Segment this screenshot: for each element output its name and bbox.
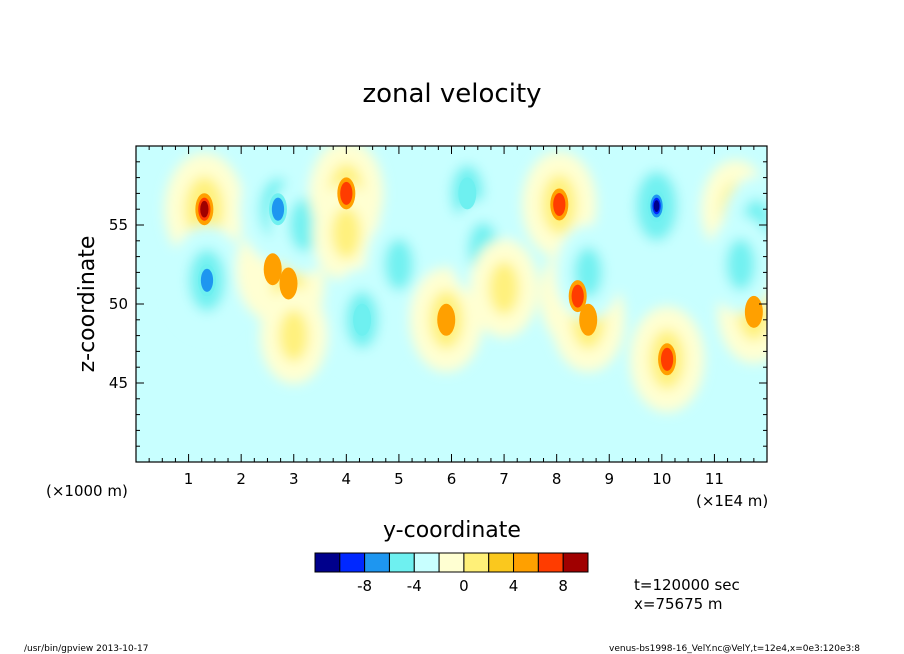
x-tick-label: 7 xyxy=(499,470,509,488)
feature-contour xyxy=(340,181,353,205)
colorbar-swatch xyxy=(339,552,366,573)
x-tick-label: 8 xyxy=(552,470,562,488)
y-tick-label: 55 xyxy=(109,216,128,234)
position-label: x=75675 m xyxy=(634,595,723,613)
feature-contour xyxy=(571,284,584,308)
x-tick-label: 3 xyxy=(289,470,299,488)
colorbar-swatch xyxy=(388,552,415,573)
colorbar-swatch xyxy=(463,552,490,573)
feature-contour xyxy=(660,347,674,371)
x-tick-label: 11 xyxy=(705,470,724,488)
footer-left: /usr/bin/gpview 2013-10-17 xyxy=(24,644,148,654)
feature-blob xyxy=(384,238,414,291)
feature-contour xyxy=(437,303,456,336)
x-tick-label: 2 xyxy=(236,470,246,488)
chart-title: zonal velocity xyxy=(362,79,541,109)
colorbar-swatch xyxy=(562,552,589,573)
feature-contour xyxy=(353,303,372,336)
colorbar-swatch xyxy=(488,552,515,573)
colorbar-swatch xyxy=(513,552,539,573)
feature-blob xyxy=(331,207,362,259)
x-axis-label: y-coordinate xyxy=(383,518,521,543)
x-tick-label: 9 xyxy=(604,470,614,488)
feature-contour xyxy=(653,200,660,213)
colorbar-swatch xyxy=(413,552,440,573)
feature-blob xyxy=(279,309,309,362)
colorbar-tick-label: 8 xyxy=(558,577,568,595)
feature-contour xyxy=(279,267,298,300)
feature-blob xyxy=(488,261,520,315)
colorbar-swatch xyxy=(537,552,564,573)
feature-contour xyxy=(263,253,282,286)
x-tick-label: 4 xyxy=(342,470,352,488)
y-multiplier-label: (×1000 m) xyxy=(46,482,128,500)
feature-contour xyxy=(744,295,763,328)
colorbar-tick-label: -8 xyxy=(357,577,372,595)
colorbar-swatch xyxy=(314,552,341,573)
colorbar-tick-label: 0 xyxy=(459,577,469,595)
y-tick-label: 50 xyxy=(109,295,128,313)
feature-contour xyxy=(458,177,477,210)
feature-contour xyxy=(271,197,285,221)
feature-contour xyxy=(200,268,214,292)
feature-contour xyxy=(579,303,598,336)
colorbar-swatch xyxy=(438,552,465,573)
colorbar-tick-label: -4 xyxy=(407,577,422,595)
colorbar-tick-label: 4 xyxy=(509,577,519,595)
x-tick-label: 6 xyxy=(447,470,457,488)
feature-contour xyxy=(553,192,566,216)
feature-blob xyxy=(726,238,756,291)
y-axis-label: z-coordinate xyxy=(75,236,100,373)
footer-right: venus-bs1998-16_VelY.nc@VelY,t=12e4,x=0e… xyxy=(609,644,860,654)
velocity-field xyxy=(164,146,767,413)
feature-contour xyxy=(200,200,209,218)
x-tick-label: 1 xyxy=(184,470,194,488)
x-multiplier-label: (×1E4 m) xyxy=(696,492,768,510)
x-tick-label: 10 xyxy=(652,470,671,488)
colorbar: -8 -4 0 4 8 xyxy=(314,552,589,595)
colorbar-swatch xyxy=(364,552,390,573)
y-tick-label: 45 xyxy=(109,374,128,392)
time-label: t=120000 sec xyxy=(634,576,740,594)
x-tick-label: 5 xyxy=(394,470,404,488)
